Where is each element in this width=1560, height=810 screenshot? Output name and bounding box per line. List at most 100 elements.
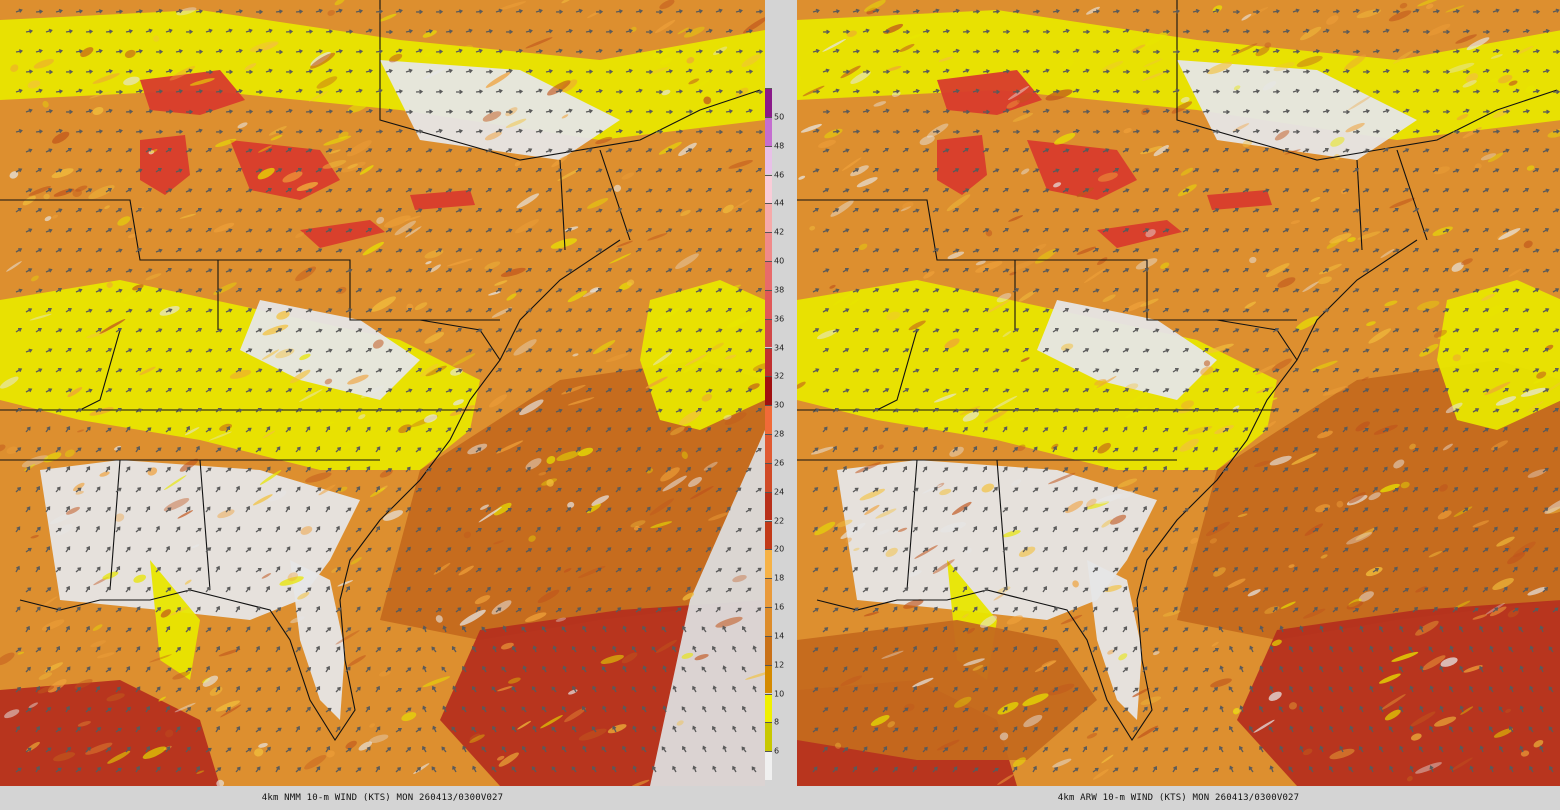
wind-arrow (705, 467, 712, 473)
wind-arrow (325, 585, 330, 593)
wind-arrow (755, 408, 763, 413)
wind-arrow (1072, 566, 1078, 573)
wind-arrow (715, 167, 722, 173)
wind-arrow (892, 647, 899, 653)
speckle (524, 612, 547, 623)
wind-arrow (1532, 407, 1539, 413)
wind-arrow (105, 626, 111, 633)
wind-arrow (1552, 446, 1558, 453)
speckle (102, 571, 119, 580)
wind-arrow (205, 467, 212, 473)
wind-arrow (385, 188, 393, 193)
wind-arrow (325, 388, 333, 393)
wind-arrow (305, 308, 313, 313)
wind-arrow (972, 9, 981, 14)
wind-arrow (1362, 268, 1370, 273)
wind-arrow (685, 586, 691, 593)
speckle (1249, 256, 1257, 264)
wind-arrow (1259, 705, 1264, 713)
wind-arrow (672, 645, 677, 653)
speckle (287, 572, 298, 582)
wind-arrow (1152, 607, 1159, 613)
speckle (449, 405, 475, 417)
speckle (29, 313, 52, 321)
wind-arrow (295, 368, 303, 373)
wind-arrow (675, 288, 683, 293)
wind-arrow (1229, 725, 1234, 733)
speckle (96, 652, 115, 659)
wind-arrow (255, 89, 264, 95)
speckle (1384, 709, 1401, 721)
wind-arrow (65, 347, 72, 353)
wind-arrow (1502, 466, 1508, 473)
wind-arrow (1272, 408, 1280, 413)
wind-arrow (1352, 288, 1360, 293)
wind-arrow (501, 706, 507, 713)
wind-arrow (425, 308, 433, 313)
wind-arrow (175, 767, 182, 773)
wind-arrow (155, 686, 161, 693)
wind-arrow (1202, 547, 1209, 553)
wind-arrow (1182, 388, 1190, 393)
wind-arrow (575, 488, 582, 493)
wind-arrow (1092, 328, 1100, 333)
wind-arrow (1202, 626, 1209, 633)
wind-arrow (135, 248, 142, 253)
wind-arrow (642, 705, 647, 713)
wind-arrow (185, 546, 191, 553)
wind-arrow (345, 268, 353, 273)
wind-arrow (1442, 69, 1451, 75)
speckle (683, 425, 692, 433)
wind-arrow (105, 268, 112, 273)
wind-arrow (215, 527, 222, 533)
wind-arrow (852, 327, 859, 333)
wind-arrow (1042, 467, 1049, 473)
wind-arrow (1269, 685, 1274, 693)
wind-arrow (1292, 328, 1300, 333)
wind-arrow (115, 647, 122, 653)
wind-arrow (205, 707, 212, 713)
wind-arrow (495, 607, 502, 613)
wind-arrow (315, 49, 324, 54)
wind-arrow (175, 687, 182, 693)
wind-arrow (1052, 8, 1061, 14)
wind-arrow (1392, 447, 1399, 453)
wind-arrow (1122, 28, 1130, 33)
wind-arrow (1002, 268, 1010, 273)
wind-arrow (275, 607, 282, 613)
wind-arrow (942, 506, 948, 513)
speckle (4, 709, 20, 719)
wind-arrow (1132, 446, 1138, 453)
speckle (77, 721, 91, 727)
speckle (1065, 500, 1084, 514)
speckle (1117, 478, 1138, 488)
wind-arrow (752, 645, 757, 653)
speckle (856, 177, 878, 188)
wind-arrow (1122, 188, 1130, 193)
wind-arrow (125, 148, 133, 153)
wind-arrow (315, 645, 320, 653)
wind-arrow (1092, 486, 1098, 493)
wind-arrow (1479, 745, 1484, 753)
wind-arrow (535, 368, 543, 373)
wind-arrow (165, 28, 173, 33)
wind-arrow (862, 587, 869, 593)
wind-arrow (1302, 188, 1310, 193)
wind-arrow (932, 566, 938, 573)
speckle (688, 476, 702, 488)
wind-arrow (575, 567, 582, 573)
speckle (1489, 606, 1507, 617)
colorbar-tick-label: 48 (774, 141, 785, 151)
wind-arrow (655, 9, 664, 15)
speckle (980, 615, 997, 628)
wind-arrow (661, 746, 667, 753)
wind-arrow (165, 746, 171, 753)
speckle (92, 106, 104, 116)
wind-arrow (415, 567, 422, 573)
wind-arrow (1022, 188, 1030, 193)
wind-arrow (1409, 765, 1414, 773)
lake-michigan (937, 135, 987, 195)
wind-arrow (1052, 327, 1059, 333)
wind-arrow (385, 747, 392, 753)
speckle (394, 220, 417, 236)
